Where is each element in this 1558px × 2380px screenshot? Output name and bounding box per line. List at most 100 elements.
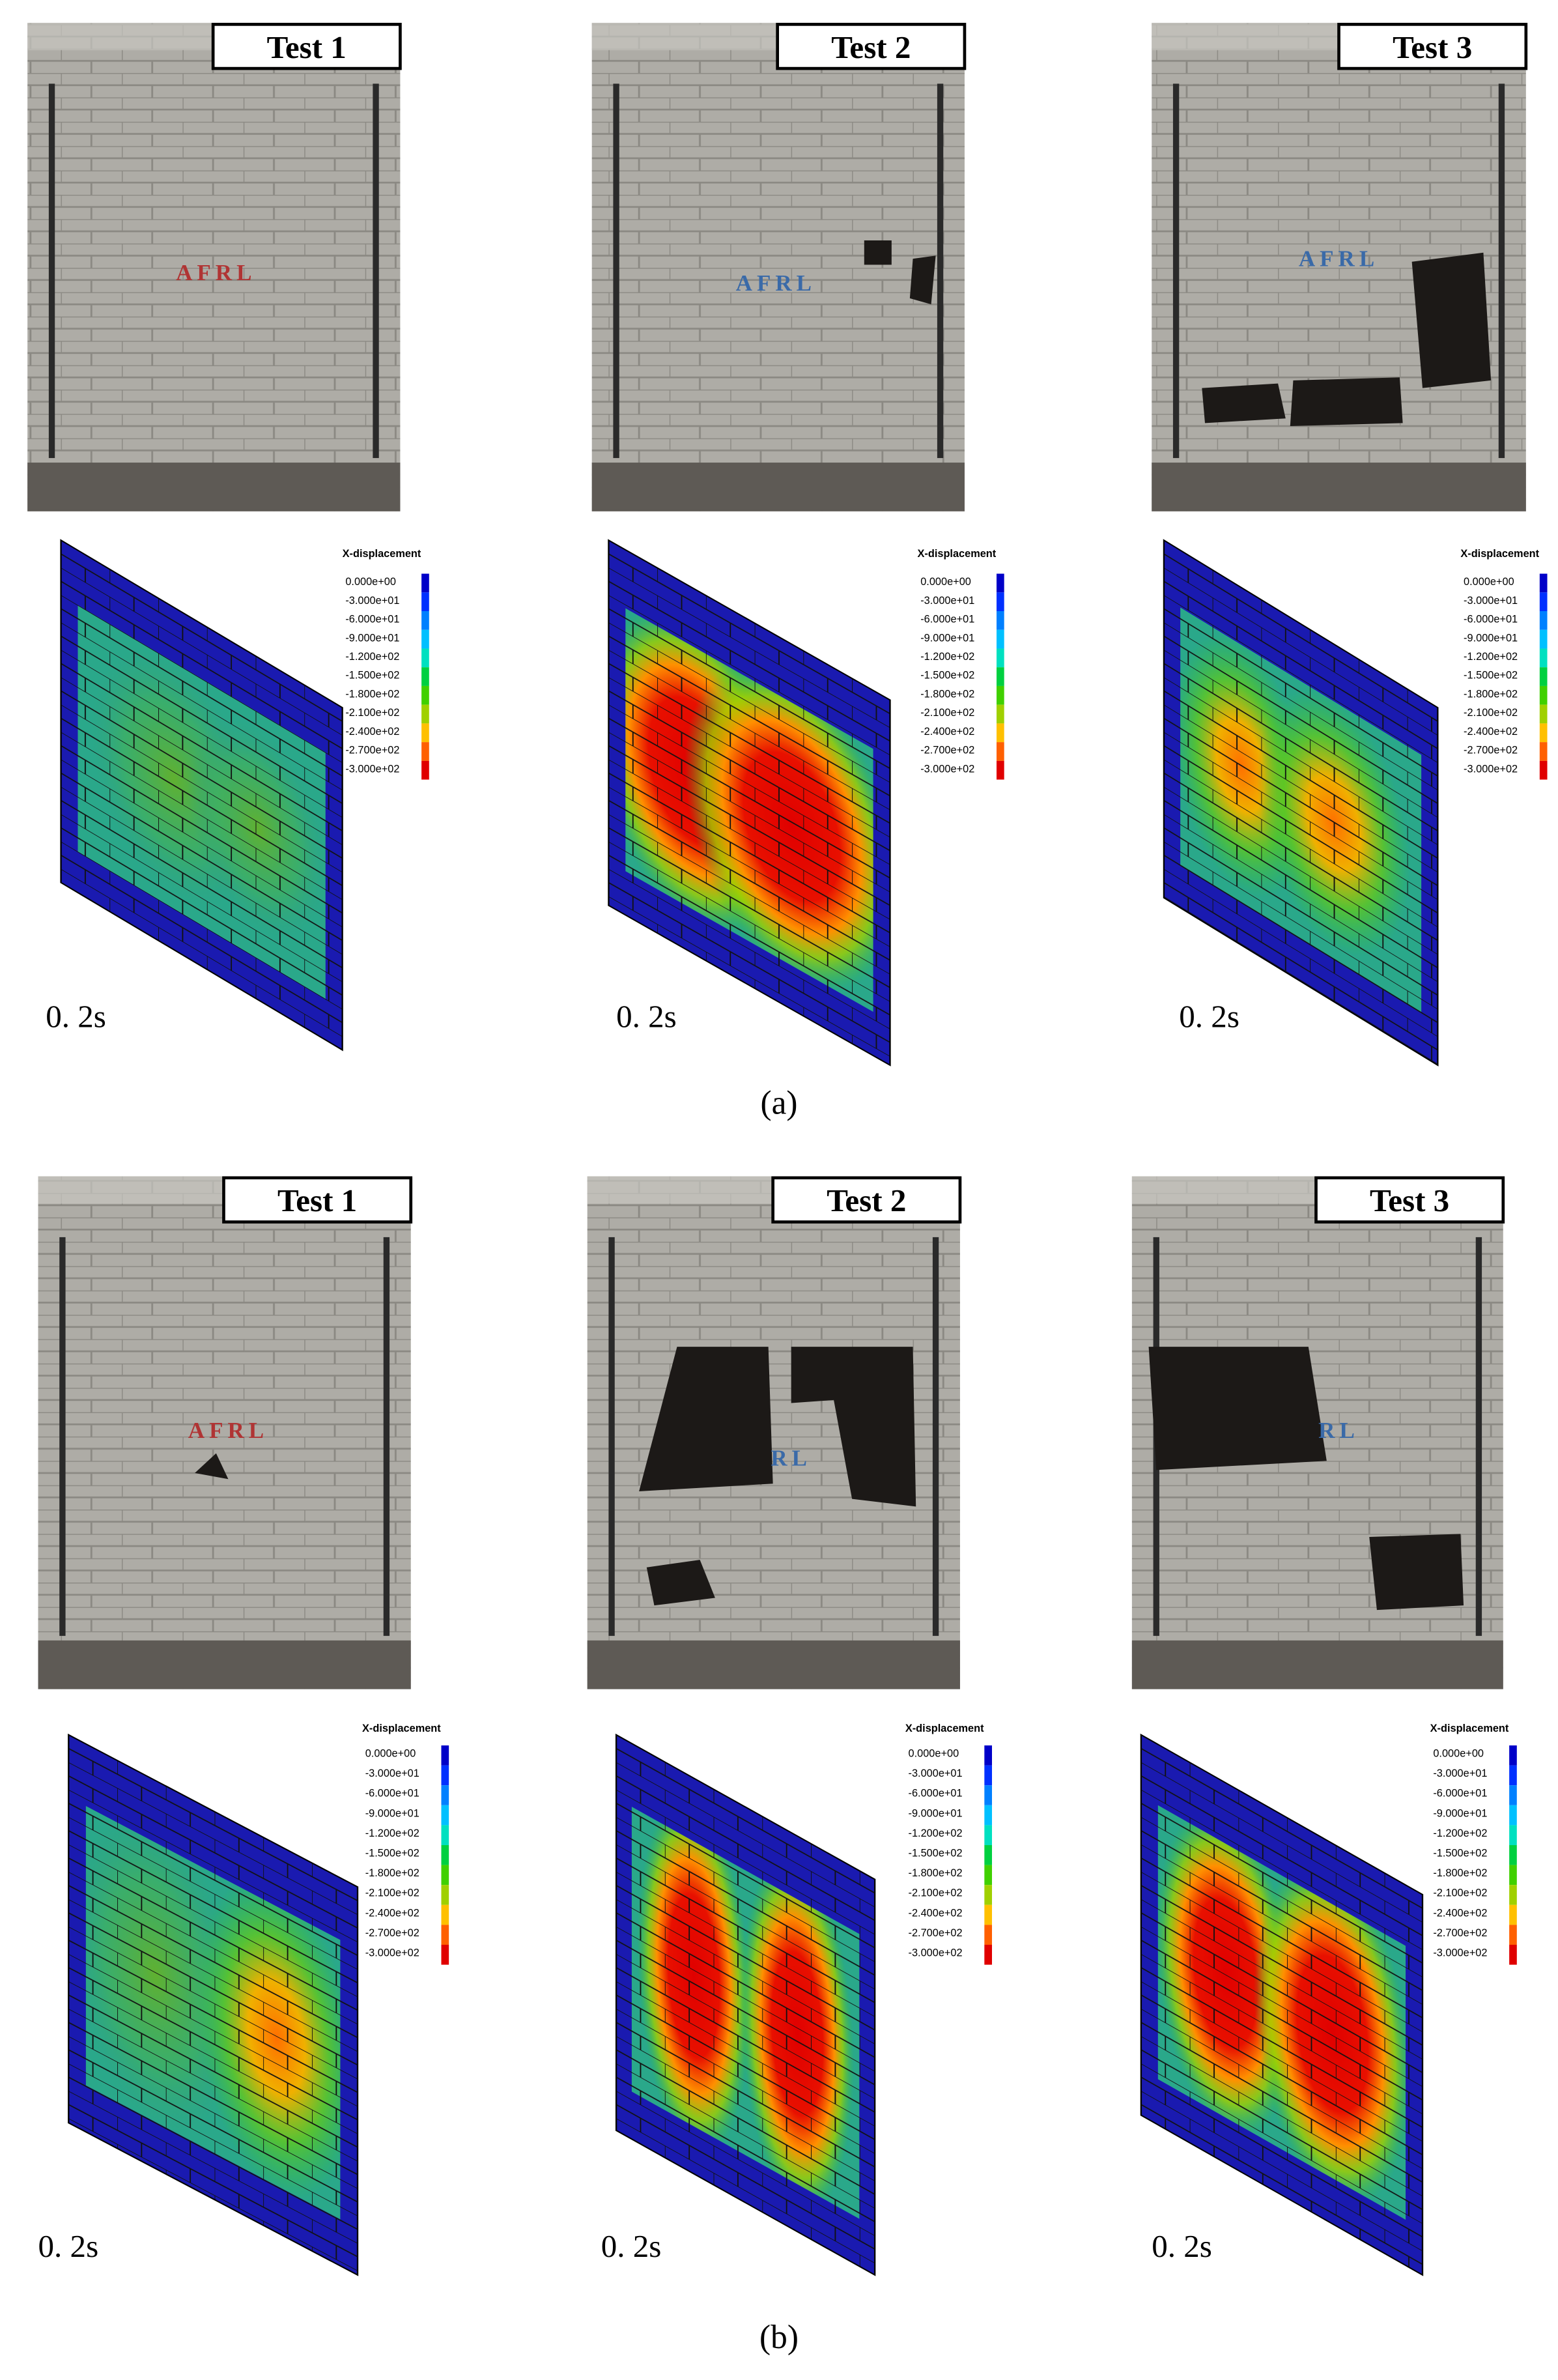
legend-swatch: [441, 1865, 449, 1885]
photo-text: RL: [771, 1445, 812, 1470]
damage: [909, 255, 936, 305]
frame-left: [613, 83, 619, 459]
legend-swatch: [421, 760, 429, 780]
legend-label: -6.000e+01: [345, 614, 399, 625]
photo-text: AFRL: [188, 1418, 268, 1443]
photo: RL Test 3: [1131, 1176, 1505, 1689]
legend-title: X-displacement: [1430, 1723, 1509, 1734]
simulation: [608, 539, 891, 1067]
legend-swatch: [984, 1825, 992, 1846]
photo: AFRL Test 3: [1152, 23, 1528, 511]
simulation: [615, 1733, 876, 2276]
legend-label: -2.700e+02: [920, 745, 974, 756]
frame-right: [937, 83, 944, 459]
frame-right: [373, 83, 379, 459]
damage: [1148, 1347, 1327, 1470]
legend-label: -1.500e+02: [1433, 1848, 1487, 1859]
legend-swatch: [1509, 1904, 1517, 1925]
simulation: [68, 1733, 359, 2276]
test-title: Test 3: [1393, 29, 1472, 65]
legend-swatch: [1509, 1745, 1517, 1766]
legend-swatch: [421, 685, 429, 705]
sim-outline: [608, 539, 891, 1067]
legend-swatch: [441, 1904, 449, 1925]
legend-label: -9.000e+01: [365, 1807, 419, 1819]
simulation: [1140, 1733, 1424, 2276]
legend-label: -2.100e+02: [1464, 707, 1518, 719]
legend-swatch: [1509, 1805, 1517, 1826]
legend-swatch: [984, 1865, 992, 1885]
time-label: 0. 2s: [601, 2228, 662, 2264]
legend-label: -1.200e+02: [1464, 651, 1518, 663]
legend-label: -3.000e+02: [920, 763, 974, 775]
legend-swatch: [997, 723, 1004, 743]
legend-label: -3.000e+01: [345, 595, 399, 607]
photo-base: [587, 1640, 960, 1689]
sim-outline: [68, 1733, 359, 2276]
legend-label: -9.000e+01: [909, 1807, 963, 1819]
legend-swatch: [997, 592, 1004, 612]
legend-swatch: [1539, 704, 1548, 724]
legend-title: X-displacement: [918, 548, 997, 560]
legend-label: 0.000e+00: [920, 576, 971, 588]
wall-photo: [591, 23, 965, 511]
title-box: [1314, 1176, 1505, 1224]
legend-swatch: [984, 1785, 992, 1805]
legend-label: -2.400e+02: [920, 726, 974, 738]
legend-swatch: [1539, 742, 1548, 761]
legend-swatch: [441, 1825, 449, 1846]
legend-label: -1.800e+02: [1464, 688, 1518, 700]
legend-title: X-displacement: [362, 1723, 441, 1734]
test-title: Test 1: [277, 1183, 357, 1218]
legend-swatch: [1509, 1865, 1517, 1885]
legend-label: -3.000e+01: [909, 1768, 963, 1779]
damage: [639, 1347, 773, 1491]
sim-bricks: [608, 540, 890, 1065]
legend-swatch: [441, 1765, 449, 1786]
legend-label: -9.000e+01: [1464, 632, 1518, 644]
legend-swatch: [421, 723, 429, 743]
time-label: 0. 2s: [46, 999, 106, 1035]
legend-swatch: [421, 592, 429, 612]
frame-right: [1498, 83, 1505, 459]
time-label: 0. 2s: [38, 2228, 99, 2264]
legend-swatch: [984, 1805, 992, 1826]
legend-label: -1.500e+02: [909, 1848, 963, 1859]
legend-swatch: [441, 1845, 449, 1865]
frame-right: [1475, 1237, 1482, 1636]
simulation: [60, 539, 343, 1052]
legend-swatch: [1539, 611, 1548, 630]
legend-label: -9.000e+01: [345, 632, 399, 644]
legend-swatch: [1509, 1785, 1517, 1805]
sim-outline: [60, 539, 343, 1052]
legend-label: -1.200e+02: [920, 651, 974, 663]
legend-swatch: [1539, 760, 1548, 780]
sim-bricks: [68, 1734, 358, 2275]
legend-label: -2.100e+02: [345, 707, 399, 719]
legend-swatch: [421, 704, 429, 724]
frame-left: [59, 1237, 66, 1636]
legend-label: -1.200e+02: [345, 651, 399, 663]
legend-label: -2.400e+02: [345, 726, 399, 738]
legend-label: -1.500e+02: [920, 670, 974, 681]
legend-swatch: [984, 1885, 992, 1905]
legend-label: -2.100e+02: [1433, 1887, 1487, 1899]
legend-swatch: [1539, 629, 1548, 649]
legend-swatch: [984, 1944, 992, 1965]
legend-label: -3.000e+01: [1433, 1768, 1487, 1779]
legend-swatch: [1509, 1885, 1517, 1905]
sim-bricks: [1163, 540, 1438, 1065]
legend-label: 0.000e+00: [365, 1748, 416, 1760]
frame-left: [608, 1237, 615, 1636]
damage: [1202, 383, 1286, 423]
legend-swatch: [997, 611, 1004, 630]
time-label: 0. 2s: [616, 999, 677, 1035]
legend-label: -1.800e+02: [1433, 1867, 1487, 1879]
legend-label: -2.400e+02: [365, 1907, 419, 1919]
legend-label: -1.500e+02: [345, 670, 399, 681]
damage: [864, 240, 892, 265]
legend-swatch: [1539, 667, 1548, 686]
frame-right: [932, 1237, 939, 1636]
legend-label: -1.200e+02: [909, 1828, 963, 1839]
